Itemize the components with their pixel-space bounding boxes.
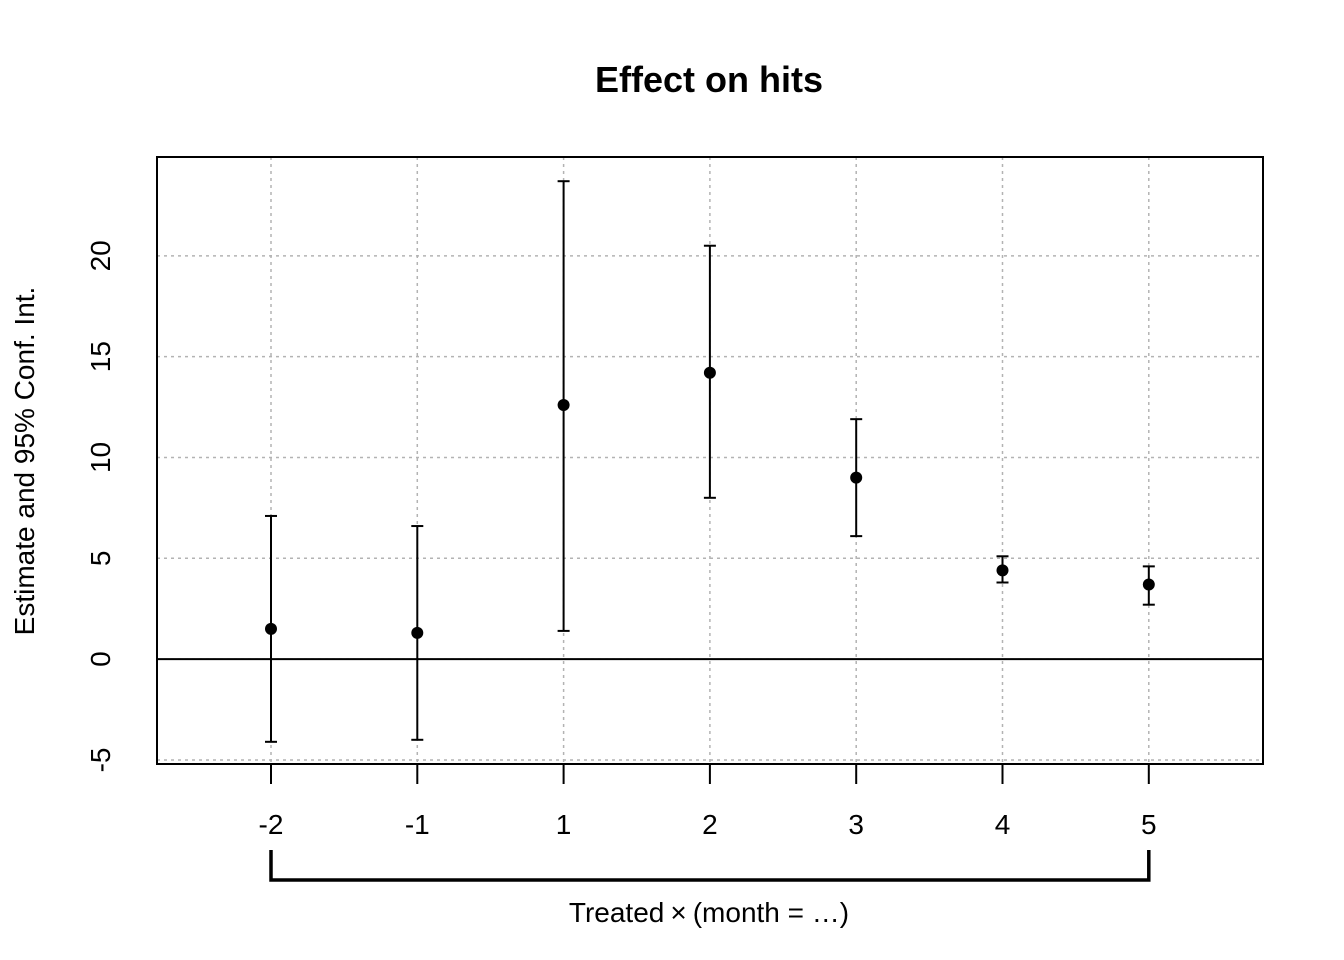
x-group-bracket: [269, 850, 1151, 882]
y-tick-label: 10: [85, 442, 116, 473]
y-tick-label: -5: [85, 748, 116, 773]
x-tick-label: 1: [556, 809, 572, 840]
estimate-point: [411, 626, 424, 639]
y-tick-label: 15: [85, 341, 116, 372]
y-axis-title: Estimate and 95% Conf. Int.: [9, 287, 40, 636]
estimate-point: [703, 366, 716, 379]
y-tick-label: 0: [85, 651, 116, 667]
x-axis-title-prefix: Treated: [569, 897, 664, 928]
x-tick-label: 4: [995, 809, 1011, 840]
x-axis-title-operator: ×: [670, 897, 686, 928]
x-axis-title-group: (month = …): [693, 897, 849, 928]
x-tick-label: -2: [259, 809, 284, 840]
x-axis: -2 -1 1 2 3 4 5: [259, 764, 1157, 840]
estimate-point: [557, 399, 570, 412]
estimate-point: [996, 564, 1009, 577]
y-tick-label: 5: [85, 551, 116, 567]
x-axis-title: Treated × (month = …): [569, 897, 849, 928]
estimate-point: [1142, 578, 1155, 591]
x-tick-label: -1: [405, 809, 430, 840]
estimate-point: [850, 471, 863, 484]
y-tick-label: 20: [85, 240, 116, 271]
error-bars: [265, 180, 1155, 743]
x-tick-label: 5: [1141, 809, 1157, 840]
estimate-points: [265, 366, 1155, 639]
x-tick-label: 2: [702, 809, 718, 840]
chart-title: Effect on hits: [595, 59, 823, 100]
x-tick-label: 3: [848, 809, 864, 840]
y-axis: -5 0 5 10 15 20: [85, 240, 116, 772]
estimate-point: [265, 622, 277, 635]
